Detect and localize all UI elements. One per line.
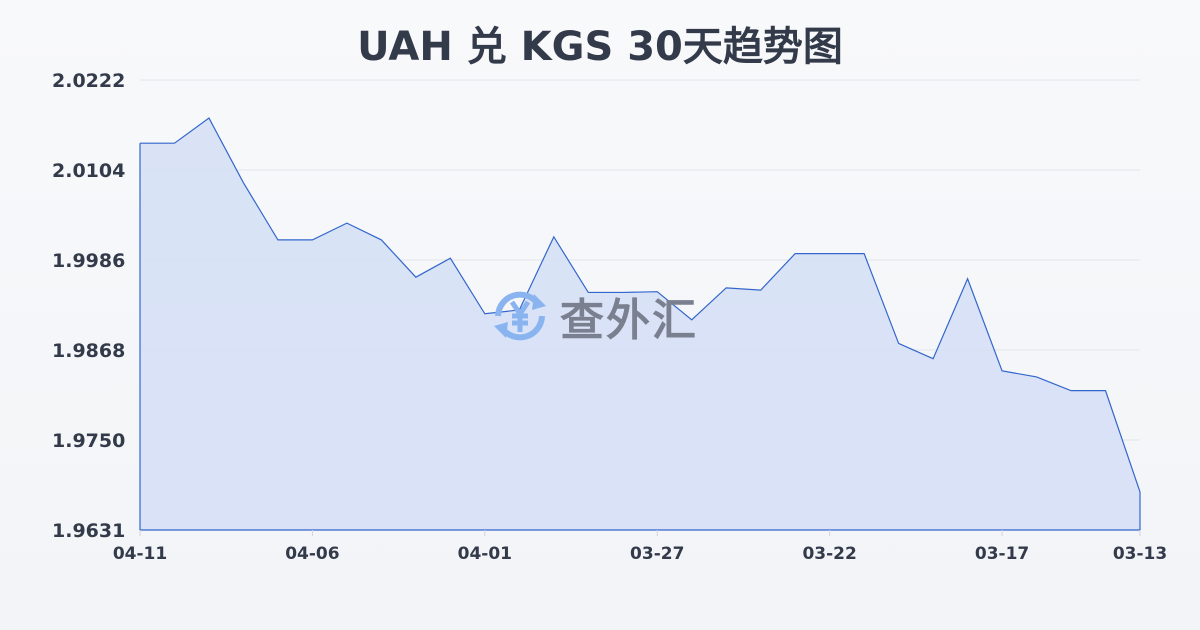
y-tick-label: 1.9868	[52, 340, 125, 362]
y-tick-label: 1.9986	[52, 250, 125, 272]
x-tick-label: 04-06	[285, 544, 339, 564]
watermark: 查外汇	[490, 284, 698, 348]
area-fill	[140, 118, 1140, 530]
x-tick-label: 03-27	[630, 544, 684, 564]
y-tick-label: 2.0222	[52, 70, 125, 92]
y-tick-label: 2.0104	[52, 160, 125, 182]
x-tick-label: 03-22	[802, 544, 856, 564]
x-tick-label: 03-17	[975, 544, 1029, 564]
y-tick-label: 1.9631	[52, 520, 125, 542]
watermark-text: 查外汇	[560, 295, 698, 346]
x-tick-label: 03-13	[1113, 544, 1167, 564]
y-tick-label: 1.9750	[52, 430, 125, 452]
series-line	[140, 117, 1141, 493]
x-tick-label: 04-01	[458, 544, 512, 564]
yen-exchange-icon	[494, 291, 546, 341]
chart-title: UAH 兑 KGS 30天趋势图	[357, 24, 843, 70]
x-tick-label: 04-11	[113, 544, 167, 564]
